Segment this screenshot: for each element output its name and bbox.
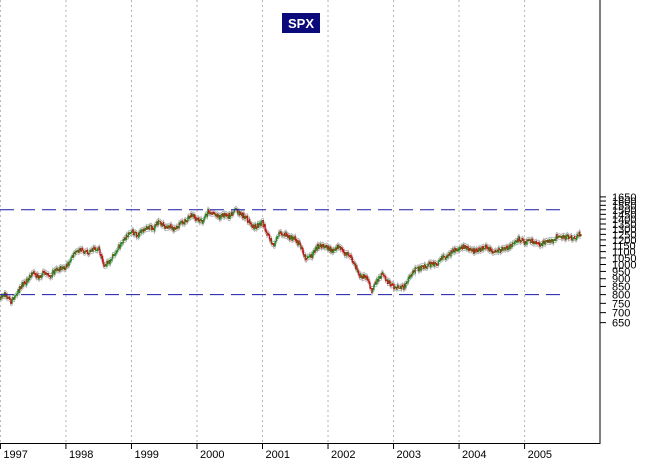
y-axis-ticks: 6507007508008509009501000105011001150120…: [600, 192, 636, 330]
x-tick-label-2005: 2005: [528, 449, 552, 460]
y-tick-label-800: 800: [612, 290, 630, 302]
y-tick-label-650: 650: [612, 318, 630, 330]
y-tick-label-950: 950: [612, 266, 630, 278]
reference-lines: [0, 209, 563, 296]
y-tick-label-1100: 1100: [612, 247, 636, 259]
y-tick-label-1250: 1250: [612, 229, 636, 241]
x-tick-label-1998: 1998: [69, 449, 93, 460]
y-tick-label-1650: 1650: [612, 192, 636, 204]
chart-title-box: SPX: [282, 13, 320, 33]
y-tick-label-900: 900: [612, 274, 630, 286]
y-tick-label-1450: 1450: [612, 209, 636, 221]
x-tick-label-2004: 2004: [462, 449, 486, 460]
y-tick-label-1050: 1050: [612, 253, 636, 265]
x-tick-label-2001: 2001: [266, 449, 290, 460]
price-envelope: [0, 205, 582, 307]
envelope-lower: [0, 210, 582, 307]
x-tick-label-2002: 2002: [331, 449, 355, 460]
y-tick-label-1500: 1500: [612, 205, 636, 217]
y-tick-label-1300: 1300: [612, 224, 636, 236]
y-tick-label-1350: 1350: [612, 219, 636, 231]
chart-title: SPX: [288, 16, 314, 31]
y-tick-label-1600: 1600: [612, 196, 636, 208]
x-tick-label-1997: 1997: [3, 449, 27, 460]
x-tick-label-2000: 2000: [200, 449, 224, 460]
x-tick-label-1999: 1999: [134, 449, 158, 460]
y-tick-label-850: 850: [612, 281, 630, 293]
envelope-upper: [0, 205, 582, 302]
y-tick-label-1150: 1150: [612, 241, 636, 253]
y-tick-label-700: 700: [612, 308, 630, 320]
plot-background: [0, 0, 600, 443]
y-tick-label-1550: 1550: [612, 200, 636, 212]
x-tick-label-2003: 2003: [397, 449, 421, 460]
price-bars: [0, 208, 582, 305]
x-axis-ticks: 1997 1998 1999 2000 2001 2002 2003 2004 2005: [0, 443, 552, 460]
y-tick-label-1400: 1400: [612, 214, 636, 226]
y-tick-label-750: 750: [612, 298, 630, 310]
y-tick-label-1200: 1200: [612, 235, 636, 247]
y-tick-label-1000: 1000: [612, 259, 636, 271]
